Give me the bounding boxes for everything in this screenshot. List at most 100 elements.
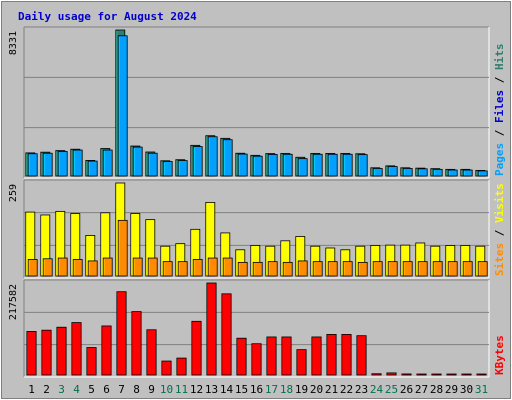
bar-kbytes-day-14 — [221, 293, 232, 376]
bar-sites-day-2 — [42, 258, 53, 277]
bar-files-day-15 — [237, 153, 248, 177]
legend-text: KBytes — [493, 335, 506, 375]
bar-sites-day-19 — [297, 260, 308, 277]
bar-files-day-22 — [342, 153, 353, 177]
bar-files-day-13 — [207, 136, 218, 177]
bar-sites-day-17 — [267, 261, 278, 277]
day-label-22: 22 — [340, 383, 353, 396]
panel-visits: 259 Sites / Visits — [8, 179, 506, 279]
bar-sites-day-22 — [342, 261, 353, 277]
x-axis-day-labels: 1 2 3 4 5 6 7 8 9 10 11 12 13 14 15 16 17 18 19 20 21 22 23 24 2… — [28, 383, 488, 396]
day-label-11: 11 — [175, 383, 188, 396]
bar-sites-day-18 — [282, 261, 293, 277]
bar-kbytes-day-19 — [296, 349, 307, 376]
bar-kbytes-day-16 — [251, 343, 262, 376]
bar-files-day-27 — [417, 168, 428, 177]
bar-files-day-7 — [117, 35, 128, 177]
bar-kbytes-day-17 — [266, 336, 277, 376]
bar-files-day-4 — [72, 149, 83, 177]
day-label-1: 1 — [28, 383, 35, 396]
bar-kbytes-day-7 — [116, 291, 127, 376]
bar-kbytes-day-8 — [131, 311, 142, 376]
bar-sites-day-16 — [252, 261, 263, 277]
bar-files-day-2 — [42, 152, 53, 177]
day-label-25: 25 — [385, 383, 398, 396]
bar-kbytes-day-29 — [446, 373, 457, 376]
day-label-18: 18 — [280, 383, 293, 396]
bar-kbytes-day-3 — [56, 326, 67, 376]
bar-sites-day-1 — [27, 259, 38, 277]
bar-kbytes-day-11 — [176, 357, 187, 376]
panel-visits-max-label: 259 — [8, 184, 19, 202]
day-label-2: 2 — [43, 383, 50, 396]
bar-kbytes-day-13 — [206, 282, 217, 376]
bar-sites-day-9 — [147, 257, 158, 277]
day-label-12: 12 — [190, 383, 203, 396]
bar-sites-day-4 — [72, 259, 83, 277]
bar-sites-day-8 — [132, 257, 143, 277]
bar-kbytes-day-31 — [476, 373, 487, 376]
day-label-8: 8 — [133, 383, 140, 396]
bar-kbytes-day-15 — [236, 337, 247, 376]
day-label-5: 5 — [88, 383, 95, 396]
panel-visits-bars — [25, 182, 488, 277]
panel-kbytes-bars — [26, 282, 487, 376]
bar-files-day-16 — [252, 155, 263, 177]
bar-files-day-8 — [132, 146, 143, 177]
day-label-13: 13 — [205, 383, 218, 396]
bar-files-day-1 — [27, 153, 38, 177]
bar-sites-day-31 — [477, 261, 488, 277]
bar-kbytes-day-5 — [86, 347, 97, 376]
bar-files-day-28 — [432, 168, 443, 177]
day-label-16: 16 — [250, 383, 263, 396]
bar-sites-day-25 — [387, 261, 398, 277]
bar-kbytes-day-10 — [161, 360, 172, 376]
day-label-30: 30 — [460, 383, 473, 396]
bar-sites-day-30 — [462, 261, 473, 277]
legend-text: Pages — [493, 143, 506, 176]
legend-text: / — [493, 223, 506, 243]
bar-files-day-10 — [162, 161, 173, 177]
chart-panels: 8331 Pages / Files / Hits 259 Sites / Visit… — [8, 26, 506, 378]
day-label-24: 24 — [370, 383, 384, 396]
bar-sites-day-29 — [447, 261, 458, 277]
bar-sites-day-14 — [222, 257, 233, 277]
bar-kbytes-day-23 — [356, 335, 367, 376]
bar-sites-day-28 — [432, 261, 443, 277]
bar-files-day-20 — [312, 153, 323, 177]
bar-kbytes-day-6 — [101, 325, 112, 376]
legend-text: Files — [493, 90, 506, 123]
bar-kbytes-day-25 — [386, 372, 397, 376]
legend-text: / — [493, 70, 506, 90]
panel-hits: 8331 Pages / Files / Hits — [8, 26, 506, 179]
bar-sites-day-10 — [162, 261, 173, 277]
bar-sites-day-6 — [102, 257, 113, 277]
day-label-15: 15 — [235, 383, 248, 396]
day-label-26: 26 — [400, 383, 413, 396]
bar-sites-day-15 — [237, 261, 248, 277]
bar-kbytes-day-9 — [146, 329, 157, 376]
bar-files-day-25 — [387, 166, 398, 177]
chart-title: Daily usage for August 2024 — [18, 10, 197, 23]
legend-text: Hits — [493, 44, 506, 71]
bar-kbytes-day-1 — [26, 331, 37, 376]
bar-kbytes-day-21 — [326, 334, 337, 376]
day-label-14: 14 — [220, 383, 234, 396]
bar-kbytes-day-28 — [431, 373, 442, 376]
day-label-31: 31 — [475, 383, 488, 396]
bar-sites-day-5 — [87, 260, 98, 277]
bar-files-day-18 — [282, 153, 293, 177]
bar-sites-day-3 — [57, 257, 68, 277]
bar-kbytes-day-2 — [41, 329, 52, 376]
bar-sites-day-13 — [207, 257, 218, 277]
legend-text: / — [493, 123, 506, 143]
day-label-6: 6 — [103, 383, 110, 396]
day-label-7: 7 — [118, 383, 125, 396]
bar-kbytes-day-24 — [371, 373, 382, 376]
panel-kbytes-max-label: 217582 — [8, 284, 19, 320]
bar-files-day-9 — [147, 152, 158, 177]
bar-kbytes-day-12 — [191, 320, 202, 376]
day-label-20: 20 — [310, 383, 323, 396]
bar-files-day-23 — [357, 154, 368, 177]
